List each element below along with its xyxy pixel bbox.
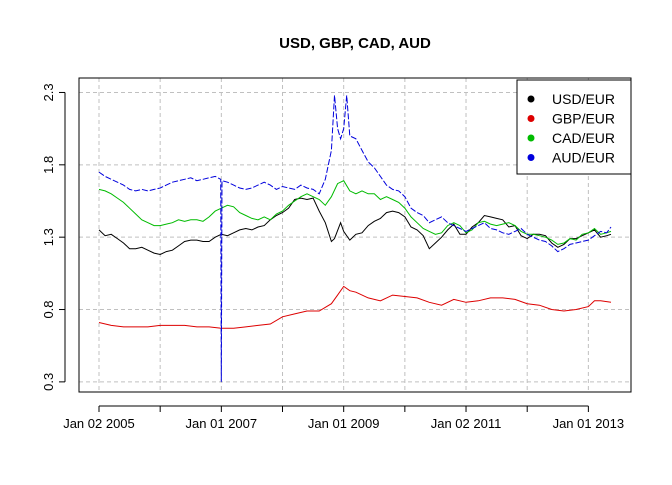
chart-title: USD, GBP, CAD, AUD (279, 35, 431, 52)
x-tick-label: Jan 02 2005 (63, 416, 135, 431)
legend-label: GBP/EUR (552, 111, 615, 127)
legend-marker (527, 154, 535, 161)
legend-marker (527, 134, 535, 142)
axes: Jan 02 2005 Jan 01 2007 Jan 01 2009 Jan 02 … (41, 83, 624, 431)
y-tick-label: 0.8 (41, 300, 56, 318)
x-tick-label: Jan 01 2009 (308, 416, 380, 431)
series-line-aud-eur (98, 95, 612, 382)
legend-label: USD/EUR (552, 91, 615, 107)
x-tick-label: Jan 01 2013 (553, 416, 625, 431)
x-tick-label: Jan 01 2007 (186, 416, 258, 431)
x-tick-label: Jan 02 2011 (431, 416, 502, 431)
series-line-usd-eur (98, 197, 612, 256)
legend-marker (527, 115, 535, 122)
y-tick-label: 1.8 (41, 156, 56, 174)
legend-marker (527, 95, 535, 103)
legend-label: AUD/EUR (552, 150, 615, 166)
grid (79, 78, 631, 392)
y-tick-label: 0.3 (41, 373, 56, 391)
y-tick-label: 1.3 (41, 228, 56, 246)
legend-box (516, 79, 632, 175)
series-line-gbp-eur (98, 285, 612, 329)
y-tick-label: 2.3 (41, 83, 56, 101)
legend-label: CAD/EUR (552, 130, 615, 146)
series-lines (98, 95, 612, 382)
plot-area-border (78, 77, 632, 393)
legend: USD/EUR GBP/EUR CAD/EUR AUD/EUR (516, 79, 632, 175)
